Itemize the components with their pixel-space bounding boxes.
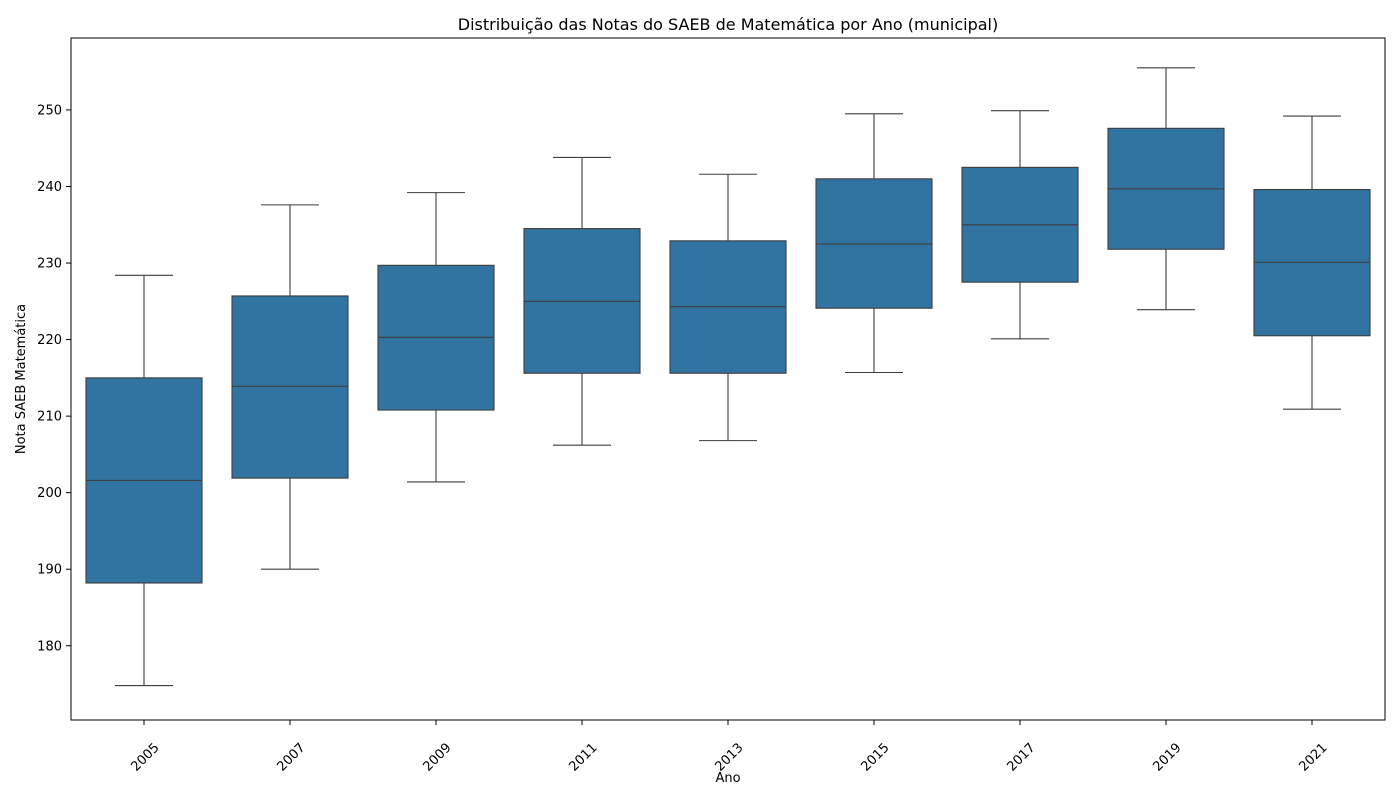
box-2009 <box>377 192 495 483</box>
y-axis: 180 190 200 210 220 230 240 250 <box>37 103 71 654</box>
y-axis-label: Nota SAEB Matemática <box>14 304 29 454</box>
box-2005 <box>85 274 203 687</box>
box-2015 <box>815 113 933 374</box>
y-tick-label: 190 <box>37 563 62 578</box>
y-tick-label: 200 <box>37 486 62 501</box>
y-tick-label: 230 <box>37 257 62 272</box>
box-series <box>85 67 1371 687</box>
y-tick-label: 210 <box>37 410 62 425</box>
y-tick-label: 240 <box>37 180 62 195</box>
x-axis-label: Ano <box>715 771 740 786</box>
y-tick-label: 180 <box>37 639 62 654</box>
box-2007 <box>231 204 349 570</box>
chart-title: Distribuição das Notas do SAEB de Matemá… <box>458 15 998 34</box>
box-2017 <box>961 110 1079 340</box>
box-2011 <box>523 156 641 446</box>
box-2013 <box>669 173 787 442</box>
y-tick-label: 220 <box>37 333 62 348</box>
box-2019 <box>1107 67 1225 311</box>
box-2021 <box>1253 115 1371 410</box>
y-tick-label: 250 <box>37 103 62 118</box>
iqr-box <box>231 295 349 479</box>
